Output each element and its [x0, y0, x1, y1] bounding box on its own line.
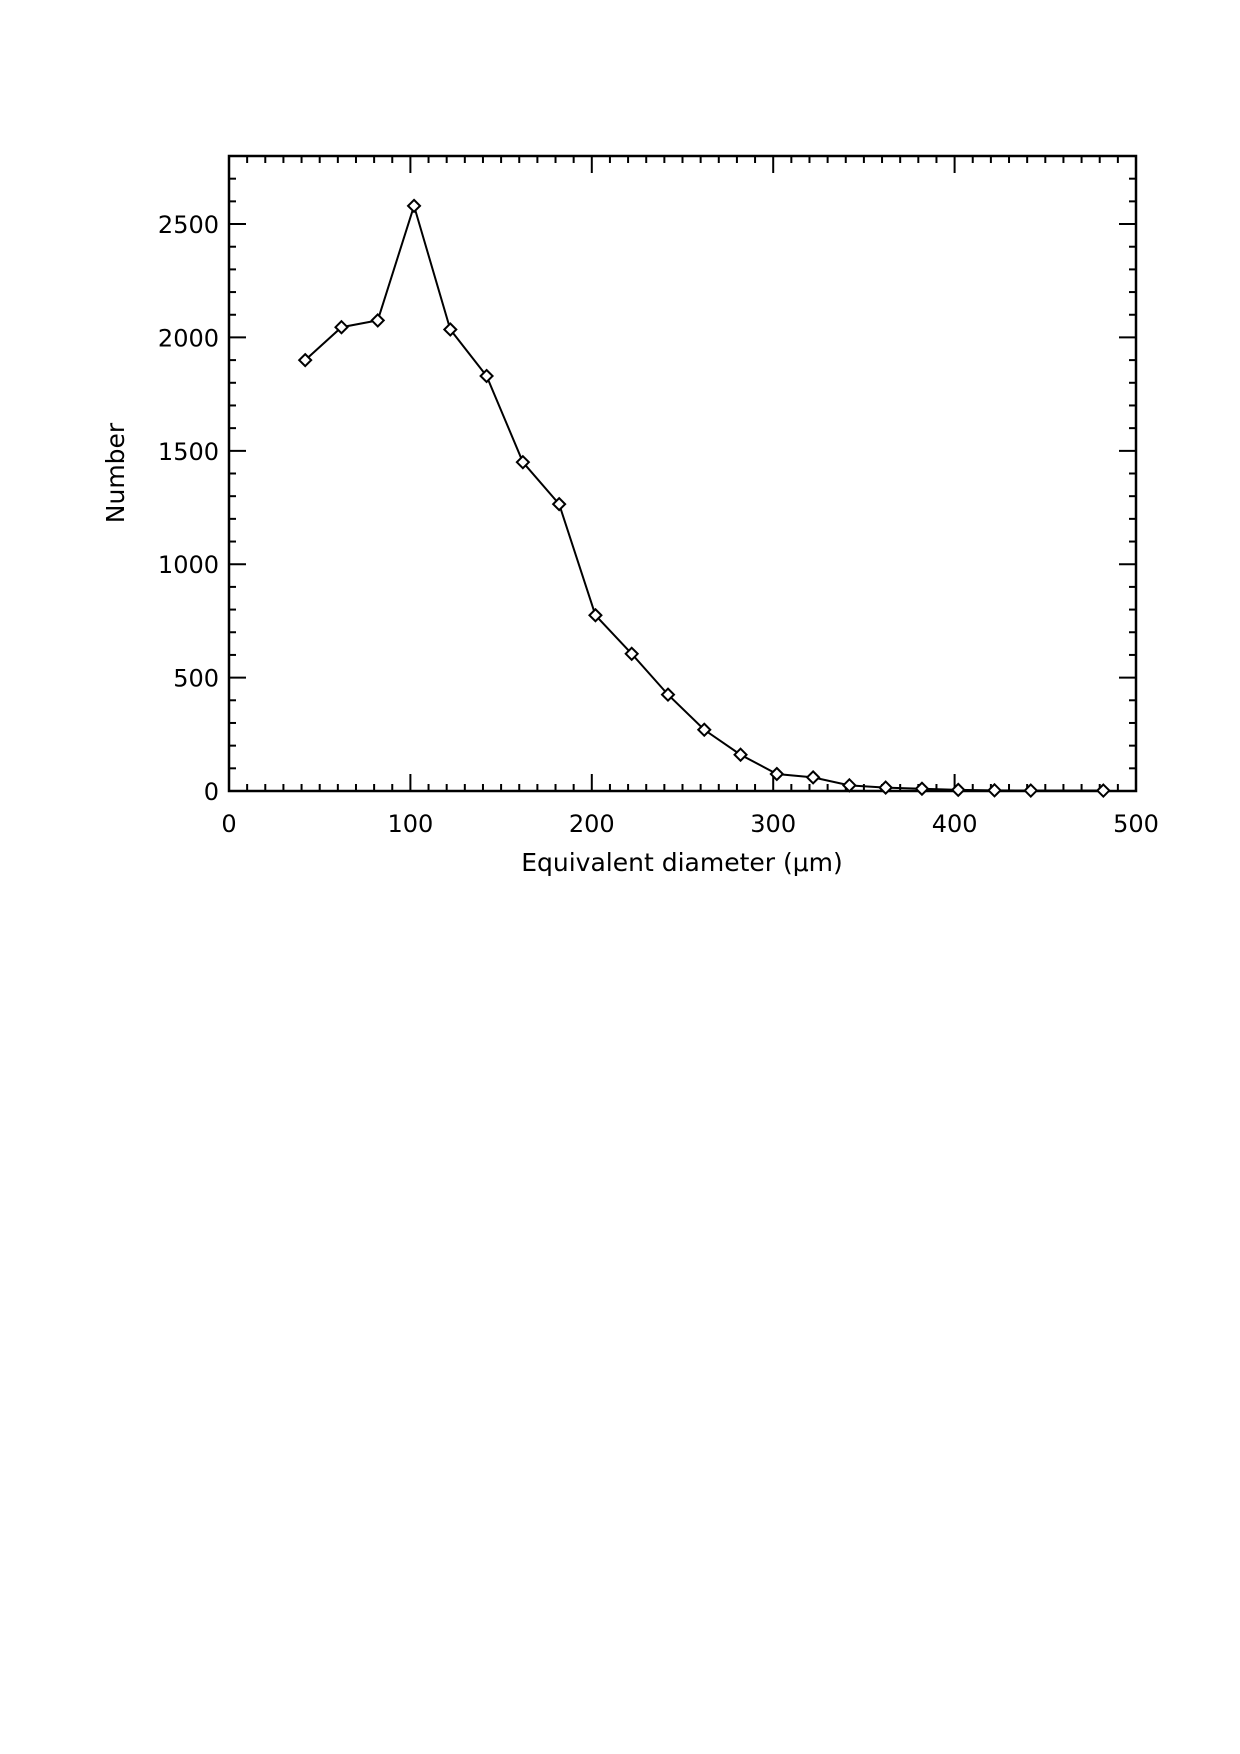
data-point-marker [733, 747, 748, 763]
x-tick-label: 0 [221, 810, 236, 838]
series-line [304, 202, 1104, 792]
data-point-marker [878, 780, 894, 796]
data-point-marker [696, 722, 712, 738]
x-tick-label: 300 [750, 810, 796, 838]
y-tick-label: 2000 [158, 324, 219, 352]
data-point-marker [987, 782, 1002, 798]
y-tick-label: 1000 [158, 551, 219, 579]
data-point-marker [551, 496, 567, 512]
y-tick-labels: 0 500 1000 1500 2000 2500 [158, 211, 219, 806]
x-axis-label: Equivalent diameter (μm) [521, 848, 843, 877]
major-ticks [228, 156, 1137, 792]
data-point-marker [1095, 783, 1111, 798]
data-point-marker [914, 781, 930, 797]
data-point-marker [660, 687, 676, 703]
data-point-marker [442, 322, 458, 337]
data-point-marker [769, 766, 785, 782]
data-point-marker [950, 782, 966, 798]
data-point-marker [406, 198, 422, 214]
data-point-marker [805, 769, 821, 785]
data-point-marker [841, 777, 857, 793]
minor-ticks [229, 155, 1136, 791]
y-tick-label: 500 [173, 665, 219, 693]
y-tick-label: 2500 [158, 211, 219, 239]
y-axis-label: Number [101, 422, 130, 523]
data-point-marker [334, 319, 349, 335]
data-point-marker [588, 607, 603, 623]
series-lines [304, 202, 1104, 792]
x-tick-label: 200 [569, 810, 615, 838]
y-tick-label: 0 [204, 778, 219, 806]
x-tick-label: 500 [1113, 810, 1159, 838]
data-point-marker [515, 454, 531, 470]
y-tick-label: 1500 [158, 438, 219, 466]
data-point-marker [370, 313, 386, 328]
x-tick-label: 400 [932, 810, 978, 838]
plot-frame [227, 154, 1138, 793]
x-tick-labels: 0 100 200 300 400 500 [221, 810, 1159, 838]
data-point-marker [297, 352, 313, 368]
series-markers [297, 198, 1111, 798]
data-point-marker [624, 646, 640, 662]
data-point-marker [479, 368, 495, 384]
x-tick-label: 100 [387, 810, 433, 838]
data-point-marker [1023, 783, 1039, 798]
